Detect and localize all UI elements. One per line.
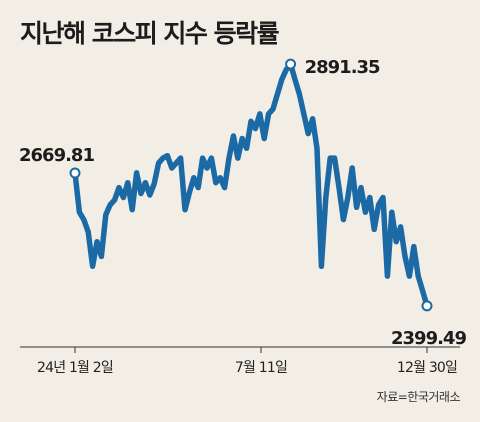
annotation-label: 2669.81 — [19, 145, 94, 166]
source-note: 자료=한국거래소 — [376, 390, 461, 404]
x-tick-label: 7월 11일 — [235, 360, 287, 376]
annotation-marker — [69, 167, 81, 179]
annotation-label: 2891.35 — [305, 57, 380, 78]
x-tick-label: 24년 1월 2일 — [37, 360, 113, 376]
x-tick-label: 12월 30일 — [397, 360, 457, 376]
kospi-series-line — [72, 61, 430, 309]
annotation-label: 2399.49 — [391, 328, 466, 349]
annotation-marker — [285, 58, 297, 70]
annotation-marker — [421, 300, 433, 312]
chart-title: 지난해 코스피 지수 등락률 — [20, 19, 280, 48]
